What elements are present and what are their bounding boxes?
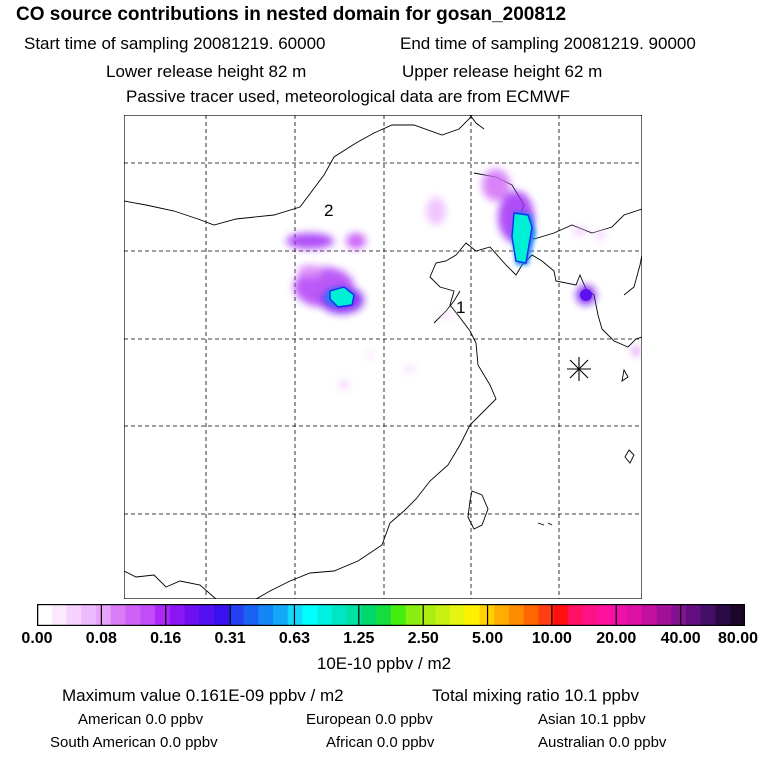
colorbar-tick-label: 0.63 <box>278 630 311 647</box>
start-time: Start time of sampling 20081219. 60000 <box>24 34 326 53</box>
colorbar-swatch <box>317 604 333 626</box>
maximum-value: Maximum value 0.161E-09 ppbv / m2 <box>62 686 344 705</box>
colorbar <box>37 604 745 626</box>
plume-field <box>286 169 640 389</box>
colorbar-tick-label: 5.00 <box>471 630 504 647</box>
colorbar-swatch <box>671 604 687 626</box>
colorbar-units: 10E-10 ppbv / m2 <box>316 654 452 673</box>
colorbar-swatch <box>420 604 436 626</box>
colorbar-swatch <box>523 604 540 626</box>
colorbar-swatch <box>155 604 171 626</box>
lower-release-height: Lower release height 82 m <box>106 62 307 81</box>
colorbar-swatch <box>405 604 422 626</box>
colorbar-swatch <box>125 604 141 626</box>
colorbar-swatch <box>214 604 230 626</box>
colorbar-tick-label: 0.16 <box>150 630 182 647</box>
colorbar-swatch <box>376 604 392 626</box>
australian-contribution: Australian 0.0 ppbv <box>538 734 667 751</box>
colorbar-swatch <box>730 604 745 626</box>
colorbar-swatch <box>361 604 377 626</box>
colorbar-tick-label: 0.00 <box>21 630 53 647</box>
colorbar-tick-label: 1.25 <box>343 630 375 647</box>
colorbar-swatch <box>612 604 628 626</box>
colorbar-swatch <box>51 604 68 626</box>
colorbar-tick-label: 0.31 <box>214 630 246 647</box>
colorbar-swatch <box>140 604 156 626</box>
map-frame <box>124 115 642 599</box>
colorbar-tick-label: 10.00 <box>531 630 572 647</box>
colorbar-tick-label: 0.08 <box>85 630 117 647</box>
colorbar-swatch <box>302 604 318 626</box>
colorbar-swatch <box>627 604 643 626</box>
colorbar-swatch <box>509 604 525 626</box>
colorbar-swatch <box>332 604 348 626</box>
colorbar-frame <box>37 604 745 626</box>
colorbar-swatch <box>597 604 613 626</box>
colorbar-swatch <box>37 604 53 626</box>
south-american-contribution: South American 0.0 ppbv <box>50 734 218 751</box>
plume-korea-core <box>580 289 592 301</box>
colorbar-swatch <box>199 604 215 626</box>
region-label-1: 1 <box>456 298 465 317</box>
colorbar-swatch <box>81 604 97 626</box>
colorbar-swatch <box>641 604 658 626</box>
graticule <box>124 115 642 599</box>
map-panel: 2 1 <box>124 115 642 599</box>
colorbar-swatch <box>169 604 186 626</box>
colorbar-swatch <box>700 604 717 626</box>
colorbar-swatch <box>287 604 304 626</box>
colorbar-swatch <box>258 604 274 626</box>
coastlines <box>124 115 642 599</box>
plot-title: CO source contributions in nested domain… <box>16 4 567 25</box>
colorbar-tick-label: 2.50 <box>407 630 439 647</box>
colorbar-swatch <box>435 604 451 626</box>
european-contribution: European 0.0 ppbv <box>306 711 433 728</box>
colorbar-swatch <box>494 604 510 626</box>
upper-release-height: Upper release height 62 m <box>402 62 603 81</box>
colorbar-swatch <box>568 604 584 626</box>
colorbar-swatch <box>464 604 481 626</box>
asian-contribution: Asian 10.1 ppbv <box>538 711 646 728</box>
american-contribution: American 0.0 ppbv <box>78 711 204 728</box>
colorbar-swatch <box>184 604 200 626</box>
colorbar-tick-label: 40.00 <box>660 630 701 647</box>
colorbar-swatch <box>656 604 672 626</box>
colorbar-tick-label: 80.00 <box>717 630 759 647</box>
colorbar-swatch <box>582 604 599 626</box>
colorbar-swatch <box>273 604 289 626</box>
end-time: End time of sampling 20081219. 90000 <box>400 34 696 53</box>
colorbar-swatch <box>538 604 554 626</box>
colorbar-swatch <box>96 604 112 626</box>
total-mixing-ratio: Total mixing ratio 10.1 ppbv <box>432 686 639 705</box>
colorbar-swatch <box>450 604 466 626</box>
colorbar-swatch <box>228 604 245 626</box>
colorbar-tick-label: 20.00 <box>596 630 637 647</box>
colorbar-swatch <box>243 604 259 626</box>
plume-max-core-coast <box>511 212 533 264</box>
colorbar-swatch <box>715 604 731 626</box>
colorbar-swatch <box>686 604 702 626</box>
colorbar-swatch <box>553 604 569 626</box>
receptor-asterisk-icon <box>567 357 591 381</box>
colorbar-swatch <box>391 604 407 626</box>
african-contribution: African 0.0 ppbv <box>326 734 435 751</box>
colorbar-swatch <box>66 604 82 626</box>
tracer-note: Passive tracer used, meteorological data… <box>126 87 571 106</box>
colorbar-swatch <box>346 604 363 626</box>
colorbar-swatch <box>110 604 127 626</box>
region-label-2: 2 <box>324 201 333 220</box>
plume-max-core-inland <box>329 286 355 308</box>
